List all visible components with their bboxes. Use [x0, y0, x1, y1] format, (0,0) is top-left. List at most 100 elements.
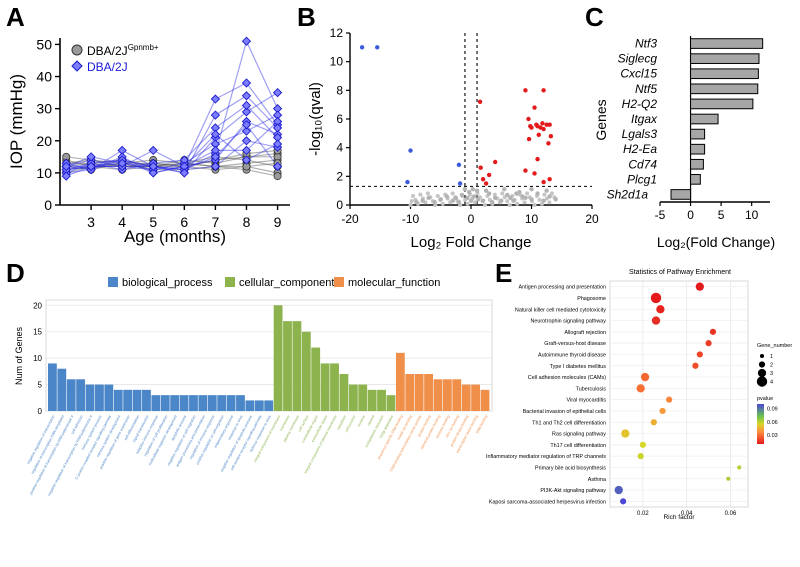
c-gene-label: Cxcl15	[620, 67, 657, 81]
e-pathway-label: Phagosome	[577, 296, 606, 302]
a-gpnmb-line	[66, 156, 278, 168]
c-bar	[690, 174, 701, 185]
b-down-point	[456, 162, 462, 168]
d-bar	[424, 374, 433, 411]
d-bar	[330, 363, 339, 411]
b-x-axis-title: Log₂ Fold Change	[411, 234, 532, 251]
e-pathway-label: Bacterial invasion of epithelial cells	[523, 409, 607, 415]
d-bar	[358, 384, 368, 411]
b-ns-point	[468, 198, 474, 203]
c-bar	[690, 38, 764, 49]
e-pathway-label: Antigen processing and presentation	[518, 285, 606, 291]
b-up-point	[480, 177, 486, 182]
a-dba-point	[86, 152, 96, 162]
d-bar	[264, 400, 274, 411]
d-bar	[76, 379, 86, 411]
d-bar	[48, 363, 57, 411]
c-x-tick-label: 0	[687, 208, 694, 222]
b-up-point	[532, 105, 537, 110]
e-plot-area	[609, 280, 749, 508]
e-pathway-dot	[737, 465, 742, 470]
a-dba-point	[272, 139, 283, 149]
e-size-legend-label: 3	[770, 371, 773, 377]
b-ns-point	[553, 197, 558, 202]
b-ns-point	[505, 192, 510, 198]
c-x-tick-label: 5	[718, 208, 725, 222]
e-size-legend-dot	[757, 368, 767, 378]
e-pathway-label: Th1 and Th2 cell differentiation	[532, 420, 606, 426]
b-ns-point	[549, 191, 554, 196]
b-down-point	[408, 148, 413, 153]
e-pathway-dot	[639, 441, 646, 448]
e-pathway-dot	[726, 476, 731, 481]
b-y-axis-title: -log₁₀(qval)	[307, 82, 324, 156]
e-pathway-label: Neurotrophin signaling pathway	[530, 319, 606, 325]
b-ns-point	[420, 198, 425, 203]
b-ns-point	[542, 192, 547, 197]
b-ns-point	[508, 195, 513, 201]
c-x-tick-label: 10	[745, 208, 759, 222]
a-x-tick-label: 9	[274, 214, 282, 230]
c-bar	[690, 68, 759, 80]
d-bar	[236, 395, 245, 411]
c-gene-label: Ntf3	[635, 37, 657, 51]
d-bar	[57, 368, 67, 411]
a-x-axis-title: Age (months)	[124, 227, 226, 246]
panel-a-iop-chart: 0 10 20 30 40 50 3 4 5 6 7 8 9 Age (months) IOP (mmHg)…	[7, 36, 290, 246]
b-up-point	[541, 126, 546, 132]
d-bar	[95, 384, 104, 411]
e-color-legend-tick-label: 0.09	[767, 406, 778, 412]
d-bar	[207, 395, 217, 411]
d-bar	[245, 400, 255, 411]
e-pathway-dot	[709, 328, 717, 335]
b-up-point	[536, 132, 541, 137]
a-y-tick-label: 0	[44, 197, 52, 213]
d-legend-swatch	[108, 277, 118, 287]
d-bar	[320, 363, 330, 411]
b-up-point	[541, 88, 546, 93]
e-pathway-dot	[666, 396, 673, 403]
b-y-tick-label: 2	[336, 169, 343, 183]
d-bar	[414, 374, 424, 411]
b-y-tick-label: 12	[330, 26, 344, 40]
b-x-tick-label: -20	[341, 212, 359, 226]
e-pathway-dot	[696, 351, 703, 358]
d-y-tick-label: 0	[38, 407, 43, 416]
a-dba-point	[272, 87, 283, 98]
b-ns-point	[493, 195, 498, 201]
d-legend-label: molecular_function	[348, 277, 440, 289]
b-ns-point	[408, 203, 413, 207]
a-dba-line	[66, 140, 278, 171]
e-pathway-dot	[637, 453, 644, 460]
b-up-point	[526, 116, 531, 122]
a-x-tick-label: 8	[243, 214, 251, 230]
b-ns-point	[486, 191, 492, 196]
a-dba-line	[66, 123, 279, 171]
panel-letter-a: A	[6, 2, 25, 32]
c-y-axis-title: Genes	[593, 99, 609, 140]
e-x-tick-label: 0.04	[681, 511, 693, 517]
e-pathway-dot	[659, 407, 666, 415]
d-bar	[254, 400, 264, 411]
d-y-tick-label: 5	[38, 381, 43, 390]
a-dba-point	[241, 107, 252, 117]
b-ns-point	[522, 200, 527, 205]
a-dba-point	[148, 161, 158, 172]
b-ns-point	[410, 193, 415, 198]
a-x-tick-label: 5	[149, 214, 157, 230]
b-up-point	[483, 181, 489, 186]
e-x-tick-label: 0.06	[725, 511, 737, 517]
d-bar	[471, 384, 480, 411]
b-ns-point	[476, 197, 481, 202]
a-legend-dba-label: DBA/2J	[87, 60, 128, 74]
d-bar	[339, 374, 349, 411]
d-category-label: cytosol	[367, 414, 376, 426]
d-bar	[301, 331, 311, 411]
d-y-axis-title: Num of Genes	[14, 326, 24, 385]
b-ns-point	[409, 199, 414, 204]
b-ns-point	[529, 187, 534, 192]
panel-e-pathway-bubble-chart: 0.02 0.04 0.06 Statistics of Pathway Enrich…	[486, 269, 792, 521]
e-pathway-label: Graft-versus-host disease	[544, 341, 606, 347]
b-ns-point	[525, 191, 530, 196]
